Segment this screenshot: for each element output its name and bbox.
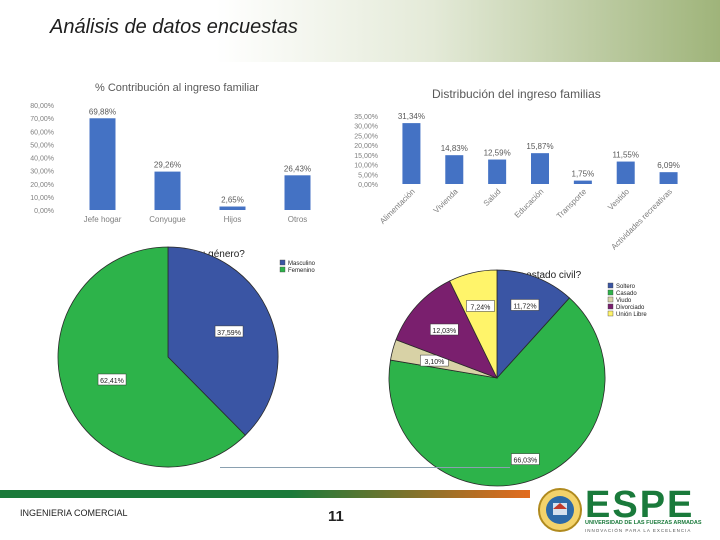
chart2-value-label: 12,59% (484, 149, 511, 158)
chart2-bar (402, 123, 421, 184)
chart2-value-label: 11,55% (612, 151, 639, 160)
pie2-label-box (511, 453, 540, 465)
pie2-legend-label: Divorciado (616, 305, 645, 311)
chart1-xtick: Hijos (224, 215, 242, 224)
chart1-ytick: 80,00% (30, 103, 54, 110)
header-band (0, 0, 720, 62)
pie2-legend-swatch (607, 310, 614, 317)
pie2-legend-swatch (607, 296, 614, 303)
chart2-bar (488, 159, 507, 184)
logo-university: UNIVERSIDAD DE LAS FUERZAS ARMADAS (585, 520, 702, 526)
divider-line (220, 467, 510, 468)
chart1-ytick: 40,00% (30, 156, 54, 163)
chart2-value-label: 1,75% (572, 170, 595, 179)
chart1-ytick: 0,00% (34, 208, 54, 215)
pie2-slice (496, 269, 571, 380)
chart2-value-label: 14,83% (441, 144, 468, 153)
pie1-value-label: 62,41% (100, 378, 124, 385)
pie2-legend-swatch (607, 282, 614, 289)
chart2-ytick: 30,00% (354, 124, 378, 131)
pie1-slice (167, 246, 279, 436)
pie2-value-label: 12,03% (432, 328, 456, 335)
chart2-bar (573, 180, 592, 184)
pie1-label-box (97, 373, 127, 386)
chart1-value-label: 29,26% (154, 161, 181, 170)
chart1-ytick: 30,00% (30, 169, 54, 176)
chart2-title: Distribución del ingreso familias (432, 87, 601, 101)
chart2-bar (531, 153, 549, 184)
chart2-ytick: 25,00% (354, 133, 378, 140)
chart1-ytick: 70,00% (30, 116, 54, 123)
pie1-slice (57, 246, 246, 468)
chart1-ytick: 50,00% (30, 142, 54, 149)
pie1-label-box (214, 325, 244, 338)
pie1-legend-swatch (279, 259, 286, 266)
chart2-xtick: Alimentación (378, 187, 417, 226)
pie2-value-label: 7,24% (471, 304, 491, 311)
pie2-legend-swatch (607, 289, 614, 296)
chart1-xtick: Jefe hogar (84, 215, 122, 224)
footer-text: INGENIERIA COMERCIAL (20, 508, 128, 518)
pie2-legend-label: Unión Libre (616, 312, 647, 318)
chart1-xtick: Otros (288, 215, 308, 224)
chart1-title: % Contribución al ingreso familiar (95, 82, 259, 94)
chart2-value-label: 15,87% (526, 142, 553, 151)
espe-seal-icon (538, 488, 582, 532)
footer-bar (0, 490, 530, 498)
chart1-bar (284, 175, 311, 210)
chart1-xtick: Conyugue (149, 215, 186, 224)
pie2-slice (388, 297, 606, 487)
chart2-ytick: 5,00% (358, 172, 378, 179)
chart1-bar (89, 118, 116, 210)
chart1-value-label: 26,43% (284, 164, 311, 173)
chart2-bar (659, 172, 678, 184)
page-number: 11 (328, 508, 344, 525)
chart2-ytick: 20,00% (354, 143, 378, 150)
chart1-value-label: 2,65% (221, 196, 244, 205)
slide-title: Análisis de datos encuestas (50, 16, 298, 38)
pie1-legend-label: Femenino (288, 268, 315, 274)
chart2-xtick: Vivienda (432, 187, 460, 215)
chart2-value-label: 31,34% (398, 112, 425, 121)
chart2-xtick: Educación (513, 187, 546, 220)
chart2-xtick: Vestido (606, 187, 631, 212)
pie1-legend-label: Masculino (288, 261, 316, 267)
pie2-slice (449, 269, 498, 379)
pie1-value-label: 37,59% (217, 330, 241, 337)
chart1-ytick: 60,00% (30, 129, 54, 136)
pie2-value-label: 66,03% (513, 458, 537, 465)
pie2-legend-swatch (607, 303, 614, 310)
pie2-legend-label: Soltero (616, 284, 636, 290)
chart1-value-label: 69,88% (89, 107, 116, 116)
chart1-ytick: 10,00% (30, 195, 54, 202)
chart2-ytick: 15,00% (354, 153, 378, 160)
chart1-bar (219, 206, 246, 210)
chart2-xtick: Salud (482, 187, 503, 208)
pie2-legend-label: Viudo (616, 298, 632, 304)
chart2-bar (616, 161, 635, 184)
pie2-label-box (420, 354, 449, 367)
pie2-legend-label: Casado (616, 291, 637, 297)
chart2-bar (445, 155, 464, 184)
chart2-value-label: 6,09% (657, 161, 680, 170)
pie2-label-box (510, 299, 540, 311)
chart2-xtick: Transporte (555, 187, 589, 221)
chart2-ytick: 10,00% (354, 163, 378, 170)
pie2-label-box (430, 323, 459, 336)
pie2-value-label: 3,10% (425, 359, 445, 366)
chart2-ytick: 35,00% (354, 114, 378, 121)
logo-motto: INNOVACIÓN PARA LA EXCELENCIA (585, 528, 692, 533)
pie1-legend-swatch (279, 266, 286, 273)
pie2-label-box (466, 300, 495, 312)
chart2-ytick: 0,00% (358, 182, 378, 189)
espe-logo-word: ESPE (585, 484, 695, 526)
chart1-ytick: 20,00% (30, 182, 54, 189)
pie2-value-label: 11,72% (513, 303, 536, 310)
chart1-bar (154, 171, 181, 210)
